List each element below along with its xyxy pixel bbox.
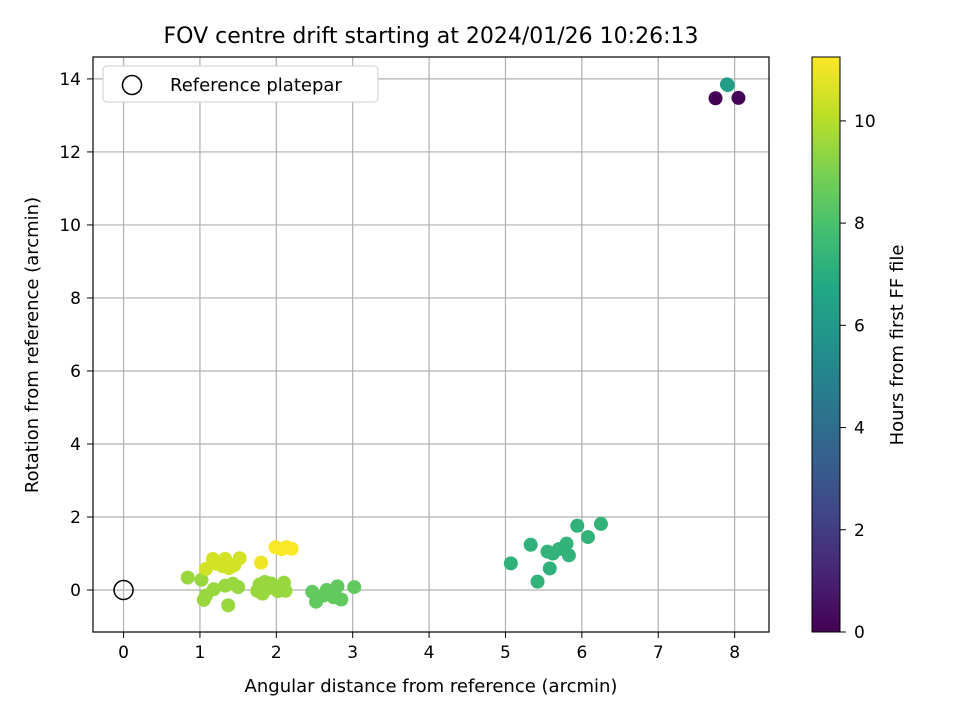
scatter-point xyxy=(232,551,247,566)
colorbar-label: Hours from first FF file xyxy=(887,245,908,446)
y-tick-label: 12 xyxy=(59,143,81,163)
scatter-point xyxy=(284,541,299,556)
legend-marker-open-circle xyxy=(121,74,143,96)
legend: Reference platepar xyxy=(102,65,379,103)
x-tick-label: 5 xyxy=(500,643,511,663)
y-axis-label: Rotation from reference (arcmin) xyxy=(22,197,43,493)
scatter-point xyxy=(334,592,349,607)
scatter-point xyxy=(580,530,595,545)
scatter-point xyxy=(231,580,246,595)
legend-entry-reference: Reference platepar xyxy=(170,75,342,96)
y-tick-label: 10 xyxy=(59,216,81,236)
y-tick-label: 14 xyxy=(59,70,81,90)
colorbar-tick-label: 2 xyxy=(854,521,865,541)
scatter-point xyxy=(523,537,538,552)
x-tick-label: 1 xyxy=(195,643,206,663)
scatter-point xyxy=(593,516,608,531)
scatter-point xyxy=(561,548,576,563)
colorbar-ticks: 0 2 4 6 8 10 xyxy=(840,112,876,643)
scatter-point xyxy=(278,583,293,598)
plot-frame xyxy=(92,56,770,633)
chart-title: FOV centre drift starting at 2024/01/26 … xyxy=(164,24,699,49)
colorbar-tick-label: 10 xyxy=(854,112,876,132)
x-tick-label: 8 xyxy=(729,643,740,663)
scatter-point xyxy=(199,561,214,576)
scatter-point xyxy=(731,90,746,105)
data-points xyxy=(113,77,746,613)
scatter-point xyxy=(347,580,362,595)
x-tick-label: 3 xyxy=(347,643,358,663)
scatter-point xyxy=(503,556,518,571)
y-tick-label: 4 xyxy=(70,435,81,455)
x-axis-label: Angular distance from reference (arcmin) xyxy=(245,676,618,697)
scatter-point xyxy=(330,579,345,594)
scatter-point xyxy=(194,572,209,587)
scatter-point xyxy=(559,536,574,551)
scatter-point xyxy=(530,574,545,589)
grid-lines xyxy=(93,57,769,632)
y-tick-label: 0 xyxy=(70,581,81,601)
x-tick-label: 2 xyxy=(271,643,282,663)
scatter-point xyxy=(542,561,557,576)
x-tick-label: 4 xyxy=(424,643,435,663)
y-tick-label: 6 xyxy=(70,362,81,382)
x-tick-label: 6 xyxy=(576,643,587,663)
scatter-point xyxy=(180,570,195,585)
x-axis-ticks: 0 1 2 3 4 5 6 7 8 xyxy=(118,632,740,663)
y-tick-label: 8 xyxy=(70,289,81,309)
x-tick-label: 7 xyxy=(653,643,664,663)
legend-box xyxy=(102,65,379,103)
x-tick-label: 0 xyxy=(118,643,129,663)
y-tick-label: 2 xyxy=(70,508,81,528)
colorbar-tick-label: 4 xyxy=(854,419,865,439)
colorbar-tick-label: 6 xyxy=(854,316,865,336)
colorbar-tick-label: 0 xyxy=(854,623,865,643)
colorbar-tick-label: 8 xyxy=(854,214,865,234)
colorbar xyxy=(811,56,841,633)
scatter-point xyxy=(570,518,585,533)
scatter-point xyxy=(221,598,236,613)
scatter-point xyxy=(206,582,221,597)
scatter-point xyxy=(254,555,269,570)
scatter-point xyxy=(720,78,735,93)
scatter-point xyxy=(708,91,723,106)
y-axis-ticks: 0 2 4 6 8 10 12 14 xyxy=(59,70,93,601)
reference-platepar-point xyxy=(113,579,134,601)
